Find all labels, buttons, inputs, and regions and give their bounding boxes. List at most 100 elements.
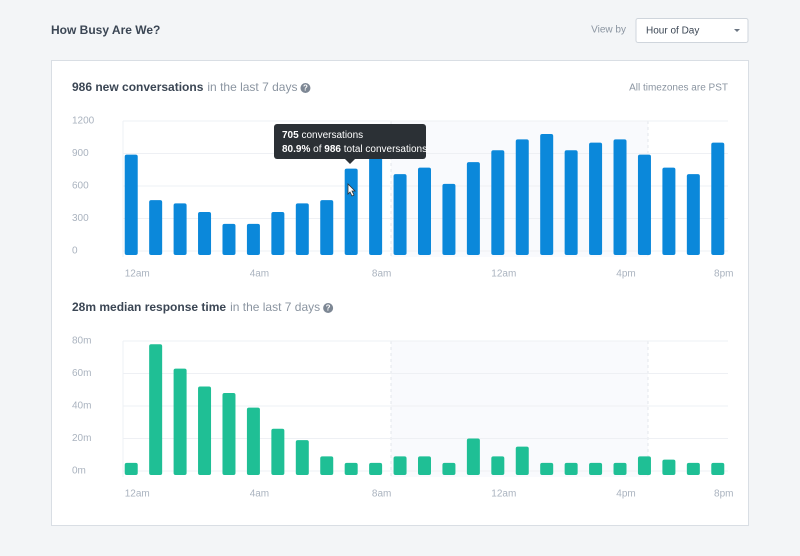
tooltip-total: 986 bbox=[324, 144, 341, 155]
bar bbox=[491, 456, 505, 475]
tooltip-percent: 80.9% bbox=[282, 144, 310, 155]
bar bbox=[637, 154, 651, 255]
y-tick-label: 80m bbox=[72, 336, 91, 347]
tooltip-line: 705 conversations bbox=[282, 130, 363, 141]
bar bbox=[637, 456, 651, 475]
tooltip-text: of bbox=[310, 144, 324, 155]
x-tick-label: 12am bbox=[491, 269, 516, 280]
page-title: How Busy Are We? bbox=[51, 23, 160, 37]
view-by-select[interactable]: Hour of Day bbox=[635, 18, 749, 43]
y-tick-label: 0m bbox=[72, 466, 86, 477]
bar bbox=[515, 446, 529, 475]
help-icon bbox=[323, 303, 334, 313]
bar bbox=[589, 142, 603, 255]
bar bbox=[149, 200, 163, 255]
y-tick-label: 600 bbox=[72, 181, 89, 192]
x-tick-label: 12am bbox=[125, 489, 150, 500]
help-icon bbox=[300, 83, 311, 93]
timezone-note: All timezones are PST bbox=[629, 83, 728, 94]
bar bbox=[295, 440, 309, 475]
y-tick-label: 40m bbox=[72, 401, 91, 412]
help-icon-mark: ? bbox=[326, 304, 331, 313]
cursor bbox=[347, 183, 356, 197]
bar bbox=[711, 142, 725, 255]
bar bbox=[149, 344, 163, 475]
bar bbox=[222, 223, 236, 255]
x-tick-label: 4am bbox=[250, 269, 269, 280]
bar bbox=[442, 183, 456, 255]
x-tick-label: 12am bbox=[125, 269, 150, 280]
tooltip-text: conversations bbox=[299, 130, 363, 141]
y-tick-label: 900 bbox=[72, 148, 89, 159]
y-tick-label: 1200 bbox=[72, 116, 95, 127]
select-arrow[interactable] bbox=[734, 29, 740, 32]
tooltip-text: total conversations bbox=[341, 144, 427, 155]
tooltip-arrow bbox=[345, 159, 355, 164]
bar bbox=[491, 150, 505, 255]
bar bbox=[124, 462, 138, 475]
bar bbox=[515, 139, 529, 255]
bar bbox=[686, 462, 700, 475]
tooltip-line: 80.9% of 986 total conversations bbox=[282, 144, 427, 155]
bar bbox=[662, 167, 676, 255]
bar bbox=[124, 154, 138, 255]
chart-title: 986 new conversations in the last 7 days bbox=[72, 80, 297, 94]
bar bbox=[271, 212, 285, 255]
bar bbox=[589, 462, 603, 475]
x-tick-label: 8pm bbox=[714, 269, 733, 280]
x-tick-label: 8pm bbox=[714, 489, 733, 500]
bar bbox=[393, 174, 407, 255]
y-tick-label: 60m bbox=[72, 368, 91, 379]
tooltip-box bbox=[274, 124, 426, 159]
bar bbox=[418, 456, 431, 475]
bar bbox=[320, 456, 334, 475]
select-value[interactable]: Hour of Day bbox=[646, 26, 699, 37]
bar bbox=[442, 462, 456, 475]
bar bbox=[295, 203, 309, 255]
bar bbox=[662, 459, 676, 475]
chart-title-main: 986 new conversations bbox=[72, 80, 204, 94]
view-by-label: View by bbox=[591, 25, 626, 36]
bar bbox=[613, 139, 627, 255]
bar bbox=[344, 462, 358, 475]
x-tick-label: 4pm bbox=[616, 269, 635, 280]
bar bbox=[198, 386, 212, 475]
bar bbox=[369, 462, 383, 475]
x-tick-label: 4am bbox=[250, 489, 269, 500]
x-tick-label: 8am bbox=[372, 489, 391, 500]
bar bbox=[564, 150, 578, 255]
bar bbox=[564, 462, 578, 475]
bar bbox=[271, 428, 285, 475]
bar bbox=[246, 407, 260, 475]
charts: 986 new conversations in the last 7 days?… bbox=[72, 80, 734, 499]
bar bbox=[198, 212, 212, 255]
bar bbox=[344, 168, 358, 255]
bar bbox=[246, 223, 260, 255]
bar bbox=[466, 162, 480, 255]
tooltip-count: 705 bbox=[282, 130, 299, 141]
bar bbox=[173, 203, 187, 255]
bar bbox=[540, 134, 554, 255]
bar bbox=[173, 368, 187, 475]
chart-title-main: 28m median response time bbox=[72, 300, 226, 314]
bar bbox=[369, 150, 383, 255]
y-tick-label: 20m bbox=[72, 433, 91, 444]
bar bbox=[393, 456, 407, 475]
bar bbox=[320, 200, 334, 255]
bar bbox=[222, 393, 236, 475]
bar bbox=[466, 438, 480, 475]
chart-subtitle: in the last 7 days bbox=[207, 80, 297, 94]
select-box[interactable] bbox=[635, 18, 749, 43]
chart-title: 28m median response time in the last 7 da… bbox=[72, 300, 320, 314]
bar bbox=[711, 462, 725, 475]
bar bbox=[418, 167, 431, 255]
bar bbox=[540, 462, 554, 475]
tooltip: 705 conversations 80.9% of 986 total con… bbox=[274, 124, 427, 164]
help-icon-mark: ? bbox=[303, 84, 308, 93]
x-tick-label: 12am bbox=[491, 489, 516, 500]
y-tick-label: 300 bbox=[72, 213, 89, 224]
x-tick-label: 8am bbox=[372, 269, 391, 280]
y-tick-label: 0 bbox=[72, 246, 78, 257]
bar bbox=[613, 462, 627, 475]
